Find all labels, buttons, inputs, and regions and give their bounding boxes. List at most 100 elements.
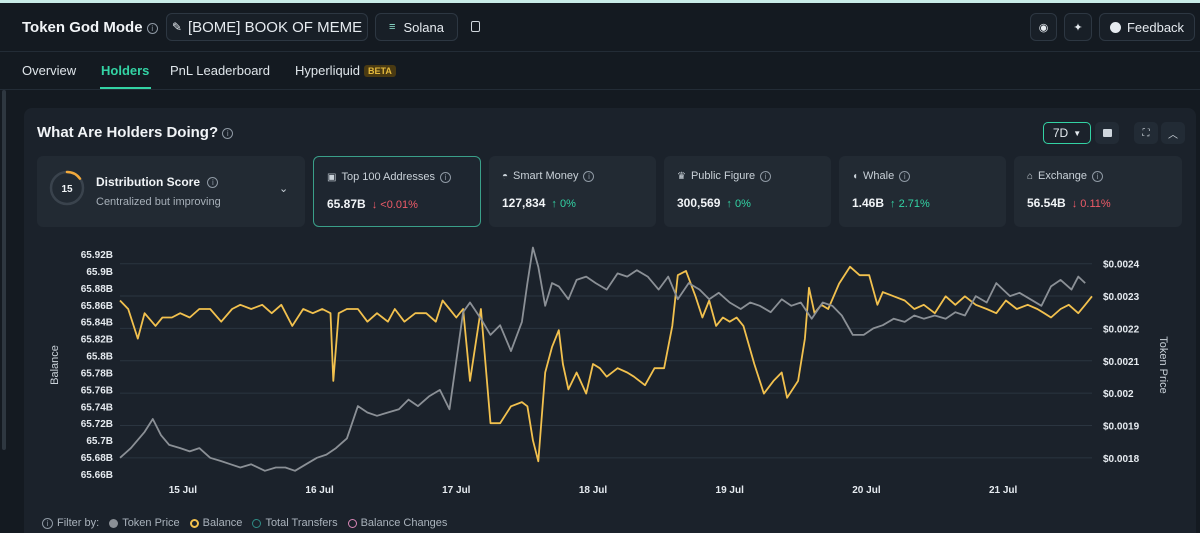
calendar-icon	[1102, 129, 1112, 137]
chevron-down-icon[interactable]: ⌄	[279, 183, 289, 195]
whale-icon: ◖	[852, 170, 859, 182]
pin-icon: ✦	[1073, 21, 1083, 34]
tab-bar: Overview Holders PnL Leaderboard Hyperli…	[0, 53, 1200, 90]
score-value: 15	[61, 184, 73, 195]
balance-line	[119, 265, 1093, 463]
card-value: 1.46B	[852, 196, 885, 210]
legend-balance-changes[interactable]: Balance Changes	[347, 517, 447, 529]
legend-dot	[252, 518, 262, 528]
info-icon[interactable]: i	[1091, 170, 1103, 182]
card-value-row: 300,569 ↑ 0%	[677, 196, 751, 210]
time-range-dropdown[interactable]: 7D ▼	[1043, 122, 1091, 144]
info-icon[interactable]: i	[760, 170, 772, 182]
feedback-button[interactable]: Feedback	[1099, 13, 1195, 41]
info-icon[interactable]: i	[222, 127, 234, 139]
legend-dot	[189, 518, 199, 528]
card-top-100-addresses[interactable]: ▣ Top 100 Addresses i 65.87B ↓ <0.01%	[313, 156, 481, 227]
tab-overview[interactable]: Overview	[22, 63, 77, 78]
card-change-value: 0.11%	[1080, 198, 1111, 210]
chevron-up-icon: ︿	[1168, 129, 1178, 141]
y-tick-label: 65.92B	[81, 250, 113, 261]
app-title-text: Token God Mode	[22, 19, 143, 36]
info-icon[interactable]: i	[899, 170, 911, 182]
score-label: Distribution Score	[96, 175, 201, 189]
info-icon[interactable]: i	[440, 171, 452, 183]
watch-button[interactable]: ◉	[1030, 13, 1057, 41]
card-change-value: 0%	[734, 198, 751, 210]
collapse-button[interactable]: ︿	[1161, 122, 1185, 144]
distribution-score-card[interactable]: 15 Distribution Score i Centralized but …	[37, 156, 305, 227]
info-icon[interactable]: i	[207, 177, 219, 189]
solana-icon: ≡	[389, 21, 396, 33]
x-tick-label: 17 Jul	[442, 485, 471, 496]
card-change: ↓ 0.11%	[1071, 198, 1111, 210]
y-tick-label: 65.82B	[81, 335, 113, 346]
chain-selector-button[interactable]: ≡ Solana	[375, 13, 458, 41]
chat-icon	[1109, 21, 1121, 33]
legend-total-transfers[interactable]: Total Transfers	[252, 517, 338, 529]
y2-tick-label: $0.0019	[1103, 421, 1140, 432]
card-label-text: Smart Money	[513, 170, 579, 182]
feedback-label: Feedback	[1126, 19, 1185, 35]
page-scrollbar[interactable]	[2, 90, 6, 450]
beta-badge: BETA	[364, 65, 396, 77]
card-change: ↑ 0%	[726, 198, 751, 210]
token-name: [BOME] BOOK OF MEME	[187, 18, 363, 36]
x-tick-label: 19 Jul	[716, 485, 745, 496]
copy-icon[interactable]	[471, 21, 480, 32]
holders-panel: What Are Holders Doing? i 7D ▼ ⛶ ︿ 15 Di…	[24, 108, 1196, 533]
info-icon[interactable]: i	[583, 170, 595, 182]
x-tick-label: 16 Jul	[305, 485, 334, 496]
y-tick-label: 65.7B	[86, 436, 113, 447]
card-smart-money[interactable]: ◓ Smart Money i 127,834 ↑ 0%	[489, 156, 656, 227]
pencil-icon: ✎	[171, 20, 182, 34]
fullscreen-button[interactable]: ⛶	[1134, 122, 1158, 144]
card-exchange[interactable]: ⌂ Exchange i 56.54B ↓ 0.11%	[1014, 156, 1182, 227]
y2-tick-label: $0.0024	[1103, 260, 1140, 271]
tab-pnl-leaderboard[interactable]: PnL Leaderboard	[170, 63, 270, 78]
token-selector-button[interactable]: ✎ [BOME] BOOK OF MEME	[166, 13, 368, 41]
x-tick-label: 20 Jul	[852, 485, 881, 496]
score-subtitle: Centralized but improving	[96, 196, 221, 208]
pin-button[interactable]: ✦	[1064, 13, 1092, 41]
y-tick-label: 65.88B	[81, 284, 113, 295]
y-tick-label: 65.8B	[86, 352, 113, 363]
top-accent-line	[0, 0, 1200, 3]
card-change: ↓ <0.01%	[371, 199, 418, 211]
smart-money-icon: ◓	[502, 170, 509, 182]
y2-tick-label: $0.0018	[1103, 454, 1140, 465]
tab-holders[interactable]: Holders	[101, 63, 150, 78]
card-label-text: Exchange	[1038, 170, 1087, 182]
card-label-text: Top 100 Addresses	[341, 171, 436, 183]
legend-dot	[109, 518, 119, 528]
y-tick-label: 65.84B	[81, 318, 113, 329]
calendar-button[interactable]	[1095, 122, 1119, 144]
y-tick-label: 65.76B	[81, 385, 113, 396]
card-value-row: 65.87B ↓ <0.01%	[327, 197, 418, 211]
card-value-row: 56.54B ↓ 0.11%	[1027, 196, 1111, 210]
expand-icon: ⛶	[1142, 127, 1150, 139]
legend-token-price[interactable]: Token Price	[109, 517, 180, 529]
tab-hyperliquid[interactable]: Hyperliquid BETA	[295, 63, 396, 78]
legend-balance[interactable]: Balance	[189, 517, 242, 529]
card-change-value: 0%	[559, 198, 576, 210]
legend-label: Total Transfers	[265, 517, 338, 529]
info-icon[interactable]: i	[42, 517, 53, 529]
eye-icon: ◉	[1038, 21, 1049, 34]
card-whale[interactable]: ◖ Whale i 1.46B ↑ 2.71%	[839, 156, 1006, 227]
filter-label-row: i Filter by:	[42, 517, 99, 529]
card-value: 300,569	[677, 196, 721, 210]
y2-tick-label: $0.0022	[1103, 324, 1140, 335]
info-icon[interactable]: i	[146, 22, 158, 34]
token-price-line	[119, 246, 1086, 472]
card-label: ▣ Top 100 Addresses i	[327, 171, 452, 183]
card-value-row: 1.46B ↑ 2.71%	[852, 196, 930, 210]
card-label: ⌂ Exchange i	[1027, 170, 1103, 182]
card-change-value: 2.71%	[898, 198, 930, 210]
y-tick-label: 65.68B	[81, 453, 113, 464]
card-public-figure[interactable]: ♛ Public Figure i 300,569 ↑ 0%	[664, 156, 831, 227]
x-tick-label: 18 Jul	[579, 485, 608, 496]
legend-label: Token Price	[122, 517, 180, 529]
legend-dot	[347, 518, 357, 528]
